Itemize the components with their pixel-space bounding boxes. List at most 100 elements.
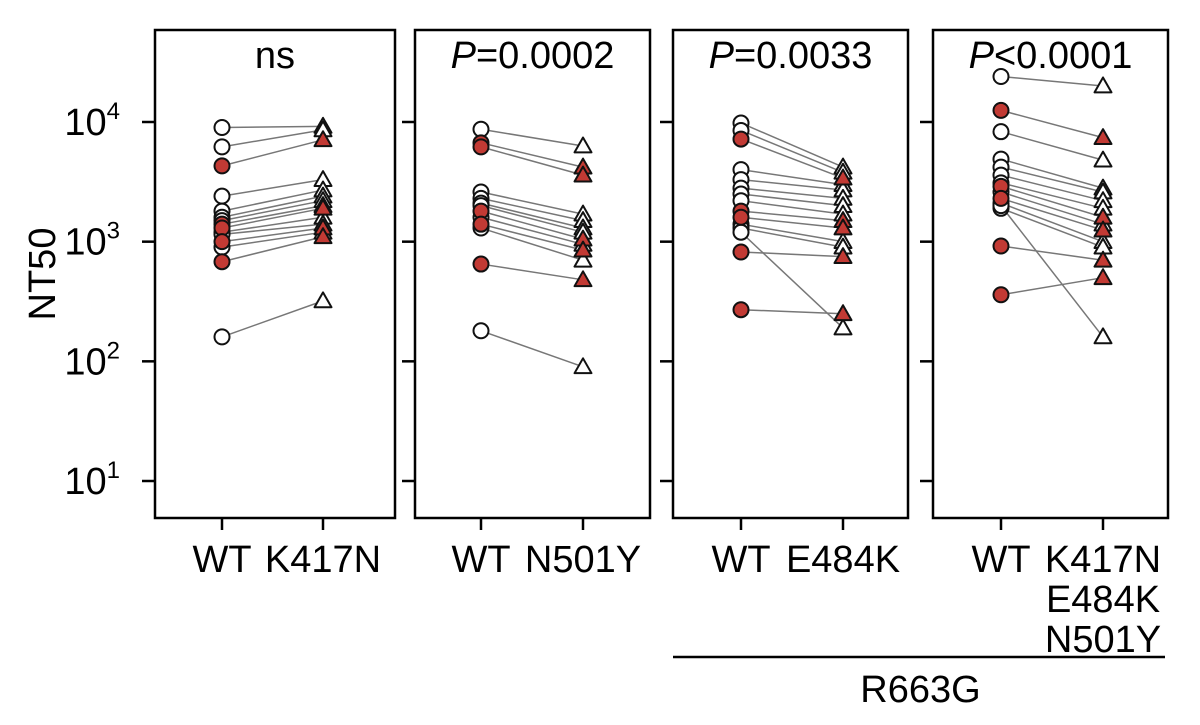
pair-line (221, 195, 324, 218)
wt-point (213, 253, 231, 271)
wt-point (213, 118, 231, 136)
panel-1: ns WT K417N (142, 28, 397, 581)
pair-line (740, 138, 844, 179)
mutant-point (833, 168, 853, 186)
pair-line (480, 146, 584, 176)
wt-point (732, 130, 750, 148)
x-tick-label: WT (711, 539, 770, 581)
wt-point (992, 237, 1010, 255)
y-tick-label: 101 (64, 457, 120, 503)
pair-line (740, 223, 844, 243)
pair-line (480, 263, 584, 281)
wt-point (213, 157, 231, 175)
mutant-point (313, 227, 333, 245)
pair-line (221, 139, 324, 167)
pair-line (740, 210, 844, 222)
wt-point (213, 138, 231, 156)
pair-line (480, 227, 584, 261)
mutant-point (833, 304, 853, 322)
mutant-point (1093, 76, 1113, 94)
mutant-point (1093, 327, 1113, 345)
mutant-point (313, 130, 333, 148)
panel-frame (153, 28, 397, 520)
wt-point (992, 101, 1010, 119)
y-tick-label: 102 (64, 337, 120, 383)
pair-line (740, 187, 844, 200)
x-tick-label: WT (451, 539, 510, 581)
pair-line (740, 122, 844, 168)
pair-line (1000, 245, 1104, 261)
pair-line (221, 189, 324, 212)
wt-point (992, 286, 1010, 304)
mutant-point (573, 357, 593, 375)
pair-line (740, 168, 844, 186)
pair-line (1000, 191, 1104, 225)
stat-annotation: P=0.0033 (709, 35, 873, 77)
pair-line (480, 223, 584, 251)
mutant-point (1093, 250, 1113, 268)
wt-point (472, 138, 490, 156)
pair-line (740, 193, 844, 207)
x-tick-label: E484K (786, 539, 900, 581)
pair-line (221, 129, 324, 148)
stat-annotation: P<0.0001 (969, 35, 1133, 77)
pair-line (1000, 75, 1104, 87)
pair-line (221, 223, 324, 236)
stat-annotation: P=0.0002 (451, 35, 615, 77)
pair-line (740, 178, 844, 191)
pair-line (740, 231, 844, 329)
x-tick-label: WT (971, 539, 1030, 581)
wt-point (472, 322, 490, 340)
wt-point (992, 68, 1010, 86)
pair-line (221, 199, 324, 222)
panel-frame (931, 28, 1170, 520)
pair-line (480, 191, 584, 215)
pair-line (1000, 158, 1104, 189)
pair-line (221, 227, 324, 243)
panel-3: P=0.0033 WT E484K (660, 28, 910, 581)
pair-line (480, 197, 584, 222)
pair-line (1000, 130, 1104, 161)
pair-line (221, 300, 324, 338)
mutant-point (573, 136, 593, 154)
pair-line (480, 204, 584, 233)
pair-line (1000, 276, 1104, 296)
pair-line (740, 308, 844, 315)
mutant-point (1093, 128, 1113, 146)
mutant-point (573, 240, 593, 258)
x-tick-label: E484K (1046, 579, 1160, 621)
pair-line (1000, 174, 1104, 202)
group-annotation: R663G (673, 655, 1165, 711)
pair-line (1000, 185, 1104, 218)
y-tick-label: 103 (64, 218, 120, 264)
pair-line (480, 142, 584, 168)
pair-line (740, 216, 844, 229)
mutant-point (573, 270, 593, 288)
y-axis-title: NT50 (22, 228, 64, 321)
mutant-point (833, 247, 853, 264)
pair-line (1000, 202, 1104, 243)
pair-line (1000, 205, 1104, 338)
x-tick-label: N501Y (525, 539, 641, 581)
pair-line (480, 216, 584, 246)
x-tick-label: WT (192, 539, 251, 581)
pair-line (221, 125, 324, 129)
mutant-point (833, 218, 853, 236)
pair-line (221, 204, 324, 225)
mutant-point (573, 165, 593, 183)
panel-frame (671, 28, 910, 520)
mutant-point (313, 198, 333, 216)
panel-frame (413, 28, 652, 520)
pair-line (221, 178, 324, 197)
pair-line (1000, 166, 1104, 193)
y-tick-label: 104 (64, 98, 120, 144)
pair-line (480, 128, 584, 147)
pair-line (740, 251, 844, 258)
pair-line (480, 330, 584, 368)
pair-line (1000, 182, 1104, 210)
x-tick-label: K417N (265, 539, 381, 581)
wt-point (732, 223, 750, 241)
wt-point (213, 328, 231, 346)
